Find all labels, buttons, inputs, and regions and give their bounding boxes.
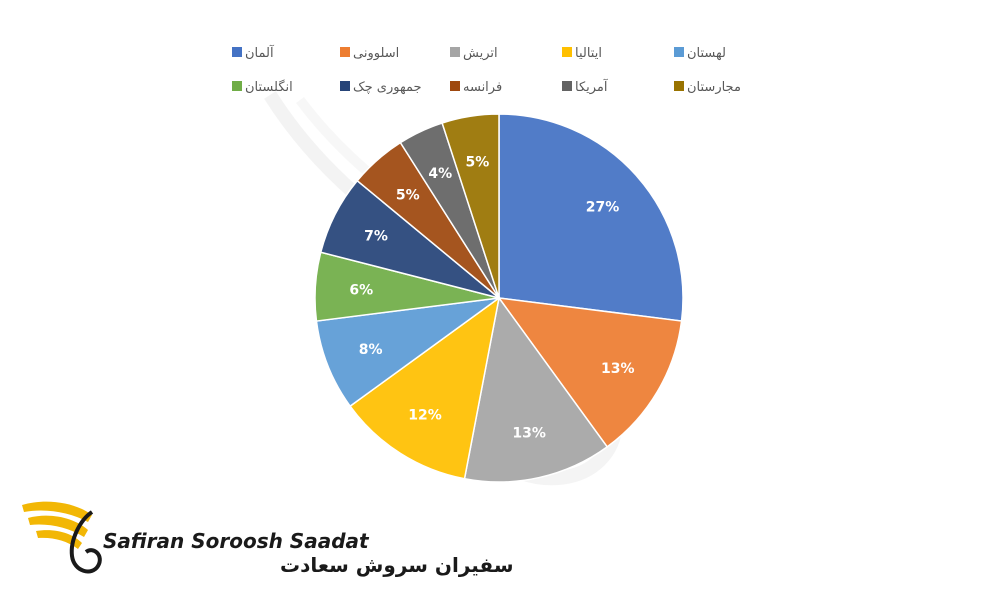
- legend-swatch: [562, 47, 572, 57]
- legend-item: فرانسه: [450, 80, 502, 95]
- pie-slice: [497, 297, 683, 448]
- brand-name-latin: Safiran Soroosh Saadat: [103, 529, 370, 553]
- legend-label: اسلوونی: [353, 46, 399, 61]
- pie-data-label: 4%: [428, 166, 452, 182]
- legend-label: آلمان: [245, 44, 275, 61]
- legend-label: ایتالیا: [575, 46, 602, 61]
- legend-label: اتریش: [463, 46, 498, 61]
- legend-item: جمهوری چک: [340, 80, 422, 95]
- chart-legend: آلمان اسلوونی اتریش ایتالیا لهستان انگلستان جم…: [232, 44, 741, 95]
- pie-data-label: 13%: [512, 426, 546, 442]
- pie-data-label: 27%: [586, 200, 620, 216]
- legend-label: جمهوری چک: [353, 80, 422, 95]
- legend-swatch: [232, 81, 242, 91]
- brand-name-farsi: سفیران سروش سعادت: [280, 553, 514, 577]
- pie-slice: [349, 296, 501, 480]
- legend-item: اسلوونی: [340, 46, 399, 61]
- legend-item: لهستان: [674, 46, 726, 61]
- legend-swatch: [450, 81, 460, 91]
- pie-data-label: 8%: [359, 342, 383, 358]
- legend-item: مجارستان: [674, 80, 741, 95]
- pie-data-label: 7%: [364, 228, 388, 244]
- legend-item: انگلستان: [232, 79, 293, 95]
- legend-swatch: [674, 47, 684, 57]
- pie-slice: [441, 113, 500, 299]
- legend-swatch: [450, 47, 460, 57]
- pie-slice: [463, 296, 609, 483]
- pie-data-label: 12%: [408, 408, 442, 424]
- legend-swatch: [232, 47, 242, 57]
- legend-swatch: [674, 81, 684, 91]
- legend-item: آمریکا: [562, 78, 609, 95]
- pie-data-label: 6%: [349, 282, 373, 298]
- legend-item: ایتالیا: [562, 46, 602, 61]
- legend-swatch: [340, 81, 350, 91]
- legend-label: انگلستان: [245, 79, 293, 95]
- wing-icon: [22, 501, 102, 574]
- pie-data-label: 5%: [466, 155, 490, 171]
- legend-swatch: [562, 81, 572, 91]
- legend-label: لهستان: [687, 46, 726, 61]
- legend-item: آلمان: [232, 44, 275, 61]
- legend-label: مجارستان: [687, 80, 741, 95]
- pie-slice: [498, 113, 684, 322]
- legend-item: اتریش: [450, 46, 498, 61]
- brand-logo: Safiran Soroosh Saadat سفیران سروش سعادت: [22, 501, 514, 577]
- pie-data-label: 13%: [601, 361, 635, 377]
- pie-slices: [314, 113, 684, 483]
- legend-label: آمریکا: [575, 78, 609, 95]
- legend-label: فرانسه: [463, 80, 502, 95]
- pie-data-labels: 27% 13% 13% 12% 8% 6% 7% 5% 4% 5%: [349, 155, 634, 442]
- legend-swatch: [340, 47, 350, 57]
- pie-slice: [315, 297, 500, 408]
- pie-data-label: 5%: [396, 187, 420, 203]
